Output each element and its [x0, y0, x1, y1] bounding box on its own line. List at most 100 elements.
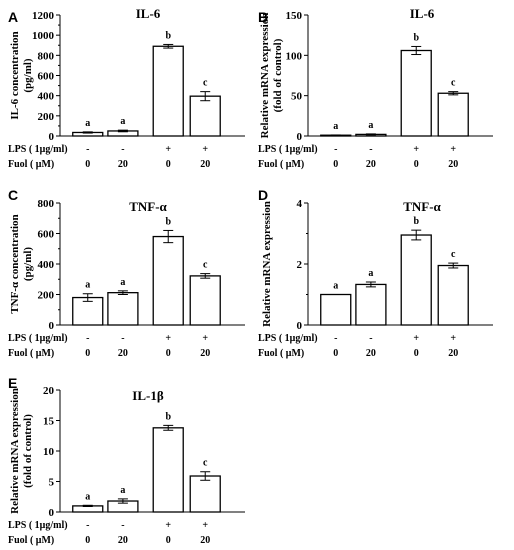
- fuol-value: 20: [200, 348, 210, 359]
- chart-title: IL-1β: [132, 388, 164, 403]
- lps-value: +: [450, 144, 456, 155]
- fuol-value: 20: [366, 348, 376, 359]
- fuol-value: 0: [414, 348, 419, 359]
- significance-label: a: [120, 485, 125, 496]
- y-tick-label: 10: [43, 446, 55, 458]
- fuol-row-label: Fuol ( μM): [8, 535, 54, 546]
- fuol-row-label: Fuol ( μM): [8, 348, 54, 359]
- lps-value: -: [121, 333, 124, 344]
- y-tick-label: 600: [38, 229, 55, 241]
- y-axis-label: Relative mRNA expression: [9, 388, 21, 514]
- bar: [400, 49, 432, 137]
- bar: [189, 275, 221, 326]
- y-tick-label: 200: [38, 111, 55, 123]
- fuol-value: 0: [85, 159, 90, 170]
- significance-label: b: [165, 30, 171, 41]
- fuol-value: 20: [118, 159, 128, 170]
- y-tick-label: 1200: [32, 10, 55, 22]
- fuol-value: 0: [166, 159, 171, 170]
- significance-label: c: [451, 249, 456, 260]
- significance-label: a: [85, 118, 90, 129]
- panel-letter: C: [8, 187, 18, 203]
- significance-label: a: [368, 120, 373, 131]
- y-axis-label: Relative mRNA expression: [261, 201, 273, 327]
- bar: [437, 264, 469, 326]
- y-axis-label: IL-6 concentration: [9, 31, 21, 119]
- y-tick-label: 2: [297, 259, 303, 271]
- lps-value: +: [165, 520, 171, 531]
- y-tick-label: 150: [286, 10, 303, 22]
- y-tick-label: 5: [49, 477, 55, 489]
- fuol-value: 20: [200, 535, 210, 546]
- significance-label: b: [165, 216, 171, 227]
- fuol-value: 0: [414, 159, 419, 170]
- bar: [107, 292, 139, 326]
- y-tick-label: 0: [297, 320, 303, 332]
- lps-value: -: [369, 333, 372, 344]
- lps-row-label: LPS ( 1μg/ml): [8, 520, 68, 531]
- fuol-value: 20: [448, 348, 458, 359]
- lps-value: -: [121, 144, 124, 155]
- lps-row-label: LPS ( 1μg/ml): [258, 333, 318, 344]
- y-axis-label: (pg/ml): [22, 58, 34, 93]
- lps-value: +: [202, 333, 208, 344]
- y-tick-label: 0: [49, 131, 55, 143]
- bar: [355, 283, 387, 326]
- bar: [152, 45, 184, 137]
- y-tick-label: 800: [38, 198, 55, 210]
- lps-value: -: [334, 144, 337, 155]
- significance-label: c: [203, 260, 208, 271]
- y-tick-label: 200: [38, 290, 55, 302]
- y-tick-label: 800: [38, 50, 55, 62]
- y-axis-label: Relative mRNA expression: [259, 13, 271, 139]
- significance-label: a: [120, 116, 125, 127]
- lps-value: +: [450, 333, 456, 344]
- bar: [152, 427, 184, 513]
- fuol-value: 20: [118, 348, 128, 359]
- lps-value: +: [165, 333, 171, 344]
- significance-label: b: [165, 411, 171, 422]
- y-tick-label: 400: [38, 259, 55, 271]
- significance-label: c: [203, 78, 208, 89]
- significance-label: b: [413, 32, 419, 43]
- y-axis-label: TNF-α concentration: [9, 214, 21, 313]
- y-axis-label: (pg/ml): [22, 247, 34, 282]
- y-tick-label: 15: [43, 416, 55, 428]
- panel-e: E IL-1β 0 5 10 15 20 Relative mRNA expression (f…: [8, 375, 245, 546]
- fuol-value: 0: [166, 348, 171, 359]
- fuol-value: 20: [200, 159, 210, 170]
- lps-value: -: [86, 144, 89, 155]
- lps-value: +: [202, 520, 208, 531]
- bar: [437, 92, 469, 137]
- fuol-value: 0: [85, 348, 90, 359]
- bar: [189, 475, 221, 513]
- fuol-value: 20: [448, 159, 458, 170]
- y-tick-label: 20: [43, 385, 55, 397]
- lps-value: -: [86, 333, 89, 344]
- chart-title: IL-6: [410, 6, 435, 21]
- panel-d: D TNF-α 0 2 4 Relative mRNA expression a - 0 a - 20…: [258, 187, 493, 359]
- bar: [320, 293, 352, 326]
- lps-row-label: LPS ( 1μg/ml): [8, 333, 68, 344]
- fuol-row-label: Fuol ( μM): [8, 159, 54, 170]
- significance-label: c: [203, 458, 208, 469]
- fuol-value: 20: [118, 535, 128, 546]
- lps-value: +: [413, 333, 419, 344]
- y-tick-label: 0: [49, 320, 55, 332]
- y-tick-label: 600: [38, 71, 55, 83]
- y-axis-label: (fold of control): [272, 38, 284, 112]
- lps-row-label: LPS ( 1μg/ml): [8, 144, 68, 155]
- chart-title: TNF-α: [129, 199, 167, 214]
- fuol-value: 0: [85, 535, 90, 546]
- lps-value: -: [334, 333, 337, 344]
- lps-value: -: [86, 520, 89, 531]
- panel-letter: A: [8, 9, 18, 25]
- y-tick-label: 4: [297, 198, 303, 210]
- fuol-value: 0: [333, 159, 338, 170]
- bar: [400, 234, 432, 326]
- significance-label: c: [451, 78, 456, 89]
- bar: [72, 296, 104, 326]
- y-tick-label: 100: [286, 50, 303, 62]
